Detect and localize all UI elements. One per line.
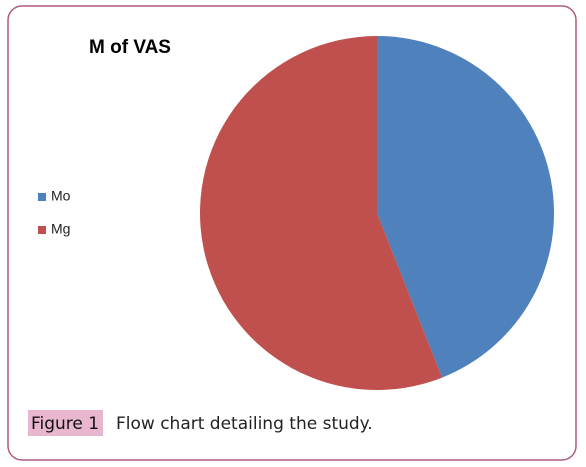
legend-label: Mg bbox=[51, 221, 70, 237]
pie-slice bbox=[377, 36, 555, 378]
legend-swatch bbox=[38, 193, 46, 201]
legend-label: Mo bbox=[51, 188, 71, 204]
legend-swatch bbox=[38, 226, 46, 234]
figure-label-bg bbox=[28, 410, 103, 436]
pie-slice bbox=[200, 36, 443, 390]
figure-label: Figure 1 bbox=[31, 414, 99, 434]
chart-title: M of VAS bbox=[89, 37, 171, 58]
figure-caption: Flow chart detailing the study. bbox=[116, 414, 373, 434]
